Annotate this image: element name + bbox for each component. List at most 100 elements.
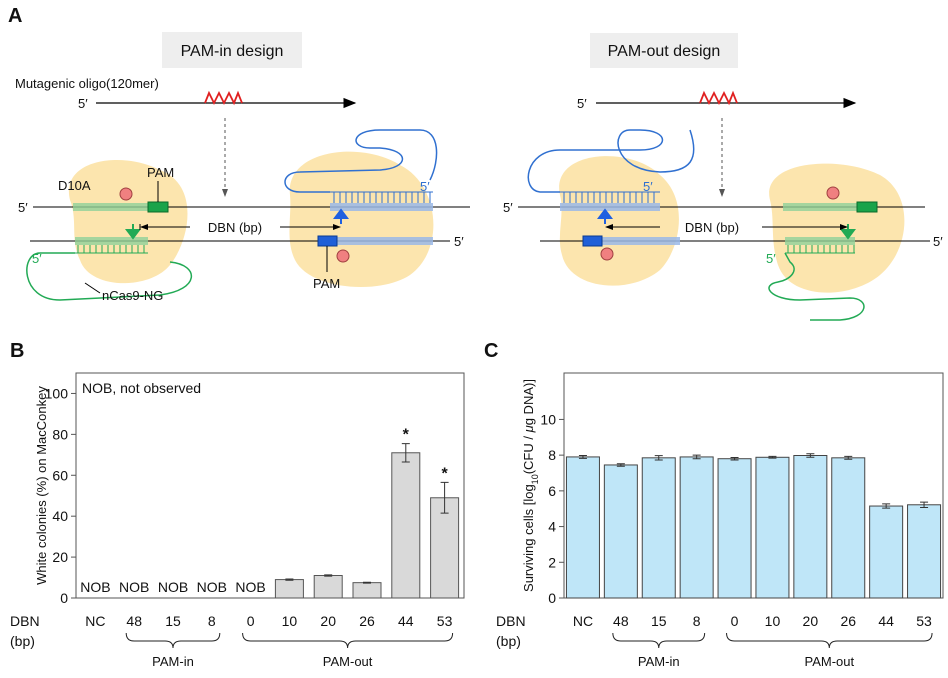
guide-region bbox=[560, 203, 660, 211]
error-bar bbox=[363, 581, 371, 584]
pam-box bbox=[147, 201, 169, 213]
panel-label: C bbox=[484, 340, 498, 362]
pam-box bbox=[582, 235, 603, 247]
panel-label: B bbox=[10, 340, 24, 362]
prime: 5′ bbox=[420, 179, 430, 194]
error-bar bbox=[730, 456, 739, 461]
x-tick-label: 0 bbox=[731, 613, 739, 629]
x-tick-label: 26 bbox=[359, 613, 375, 629]
y-axis-label-part: (CFU / bbox=[521, 432, 536, 474]
x-tick-label: 26 bbox=[840, 613, 856, 629]
bar bbox=[641, 457, 676, 599]
value-label: NOB bbox=[158, 579, 188, 595]
error-bar bbox=[616, 463, 625, 467]
guide-comb bbox=[75, 245, 148, 254]
guide-rna bbox=[768, 252, 865, 321]
prime: 5′ bbox=[503, 200, 513, 215]
mutation bbox=[699, 90, 738, 106]
d10a-site bbox=[119, 187, 133, 201]
x-axis-label: DBN bbox=[10, 613, 40, 629]
prime: 5′ bbox=[18, 200, 28, 215]
bar bbox=[679, 456, 714, 599]
y-axis-label-part: g DNA)] bbox=[521, 379, 536, 425]
y-tick-label: 0 bbox=[60, 590, 68, 606]
nick-arrow bbox=[597, 208, 613, 224]
value-label: NOB bbox=[119, 579, 149, 595]
bar bbox=[869, 505, 904, 599]
y-axis-label: Surviving cells [log10(CFU / μg DNA)] bbox=[521, 379, 540, 592]
y-tick-label: 60 bbox=[52, 467, 68, 483]
y-tick-label: 6 bbox=[548, 483, 556, 499]
y-axis-label-part: μ bbox=[521, 425, 536, 433]
bar bbox=[274, 579, 304, 599]
d10a-site bbox=[826, 186, 840, 200]
guide-rna bbox=[527, 129, 695, 193]
guide-region bbox=[320, 237, 433, 245]
design-title: PAM-out design bbox=[608, 43, 721, 60]
bar bbox=[831, 457, 866, 599]
panel-label: A bbox=[8, 5, 22, 27]
note: NOB, not observed bbox=[82, 380, 201, 396]
error-bar bbox=[440, 481, 449, 514]
x-tick-label: NC bbox=[573, 613, 593, 629]
x-tick-label: 44 bbox=[878, 613, 894, 629]
cas9-blob bbox=[769, 163, 905, 293]
bar bbox=[313, 575, 343, 599]
x-tick-label: 15 bbox=[165, 613, 181, 629]
x-axis-label: (bp) bbox=[10, 633, 35, 649]
x-tick-label: NC bbox=[85, 613, 105, 629]
bar bbox=[430, 497, 460, 599]
value-label: NOB bbox=[235, 579, 265, 595]
title-box bbox=[590, 33, 738, 68]
error-bar bbox=[401, 443, 410, 463]
d10a-site bbox=[600, 247, 614, 261]
plot-frame bbox=[563, 372, 944, 599]
guide-region bbox=[783, 203, 863, 211]
d10a-site bbox=[336, 249, 350, 263]
error-bar bbox=[882, 503, 891, 509]
value-label: NOB bbox=[197, 579, 227, 595]
y-tick-label: 100 bbox=[45, 385, 69, 401]
nick-arrow bbox=[840, 224, 856, 240]
x-axis-label: DBN bbox=[496, 613, 526, 629]
pam-label: PAM bbox=[313, 276, 340, 291]
bar bbox=[391, 452, 421, 599]
bar bbox=[603, 464, 638, 599]
guide-rna bbox=[284, 129, 438, 193]
x-tick-label: 53 bbox=[437, 613, 453, 629]
prime: 5′ bbox=[454, 234, 464, 249]
y-tick-label: 2 bbox=[548, 554, 556, 570]
y-axis-label: White colonies (%) on MacConkey bbox=[34, 386, 49, 585]
group-label: PAM-in bbox=[638, 654, 680, 669]
bar bbox=[565, 456, 600, 599]
error-bar bbox=[692, 454, 701, 460]
pam-box bbox=[856, 201, 878, 213]
error-bar bbox=[324, 574, 333, 577]
guide-comb bbox=[560, 191, 660, 203]
y-tick-label: 8 bbox=[548, 447, 556, 463]
y-tick-label: 0 bbox=[548, 590, 556, 606]
significance: * bbox=[441, 465, 448, 482]
error-bar bbox=[768, 455, 777, 459]
x-tick-label: 8 bbox=[693, 613, 701, 629]
guide-region bbox=[75, 237, 148, 245]
error-bar bbox=[806, 453, 815, 458]
guide-region bbox=[73, 203, 163, 211]
title-box bbox=[162, 32, 302, 68]
group-label: PAM-out bbox=[323, 654, 373, 669]
x-tick-label: 20 bbox=[803, 613, 819, 629]
x-tick-label: 48 bbox=[613, 613, 629, 629]
error-bar bbox=[920, 501, 929, 508]
x-tick-label: 15 bbox=[651, 613, 667, 629]
x-tick-label: 8 bbox=[208, 613, 216, 629]
error-bar bbox=[285, 578, 294, 581]
error-bar bbox=[654, 455, 663, 461]
x-tick-label: 0 bbox=[247, 613, 255, 629]
y-tick-label: 40 bbox=[52, 508, 68, 524]
x-tick-label: 44 bbox=[398, 613, 414, 629]
y-tick-label: 10 bbox=[540, 411, 556, 427]
guide-region bbox=[330, 203, 433, 211]
guide-comb bbox=[330, 191, 433, 203]
